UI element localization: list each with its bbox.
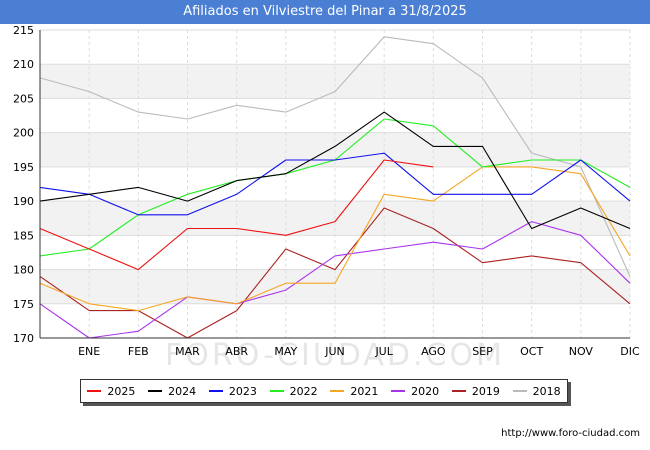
y-tick-label: 175 [13, 298, 34, 311]
watermark: FORO-CIUDAD.COM [165, 338, 505, 373]
x-tick-label: JUL [374, 345, 393, 358]
axes [39, 30, 630, 339]
plot-band [40, 64, 630, 99]
series-line-2023 [39, 152, 631, 216]
y-tick-label: 210 [13, 58, 34, 71]
legend-swatch [330, 390, 345, 392]
x-tick-label: OCT [520, 345, 543, 358]
legend-swatch [87, 390, 102, 392]
legend-item-2019: 2019 [451, 384, 500, 398]
x-tick-label: MAY [274, 345, 297, 358]
x-tick-labels: ENE FEB MAR ABR MAY JUN JUL AGO SEP OCT NOV DIC [78, 345, 640, 358]
x-tick-label: NOV [569, 345, 594, 358]
legend-label: 2019 [471, 384, 500, 398]
x-tick-label: MAR [175, 345, 200, 358]
y-tick-label: 185 [13, 229, 34, 242]
plot-background [40, 30, 630, 338]
legend: 2025 2024 2023 2022 2021 2020 2019 2018 [80, 379, 568, 403]
legend-swatch [148, 390, 163, 392]
series-line-2021 [39, 166, 631, 312]
legend-swatch [451, 390, 466, 392]
legend-label: 2025 [107, 384, 136, 398]
legend-item-2018: 2018 [512, 384, 561, 398]
legend-swatch [512, 390, 527, 392]
x-tick-label: ENE [78, 345, 100, 358]
legend-item-2024: 2024 [148, 385, 196, 398]
x-tick-label: ABR [225, 345, 248, 358]
chart-title: Afiliados en Vilviestre del Pinar a 31/8… [0, 0, 650, 24]
legend-item-2020: 2020 [391, 385, 439, 398]
legend-item-2022: 2022 [269, 384, 318, 398]
legend-item-2025: 2025 [87, 385, 135, 398]
legend-label: 2020 [411, 384, 440, 398]
y-tick-label: 195 [13, 161, 34, 174]
x-tick-label: FEB [128, 345, 149, 358]
legend-label: 2023 [228, 384, 257, 398]
legend-swatch [269, 390, 284, 392]
legend-item-2021: 2021 [330, 385, 378, 398]
y-tick-labels: 170 175 180 185 190 195 200 205 210 215 [13, 24, 34, 345]
plot-band [40, 132, 630, 167]
y-tick-label: 200 [13, 127, 34, 140]
footer-url[interactable]: http://www.foro-ciudad.com [501, 428, 640, 439]
y-tick-label: 205 [13, 92, 34, 105]
plot-band [40, 269, 630, 304]
legend-label: 2021 [350, 384, 379, 398]
y-tick-label: 215 [13, 24, 34, 37]
x-tick-label: DIC [620, 345, 640, 358]
series-line-2020 [39, 221, 631, 339]
legend-swatch [208, 390, 223, 392]
legend-swatch [391, 390, 406, 392]
y-tick-label: 180 [13, 264, 34, 277]
series-line-2025 [39, 159, 434, 271]
legend-label: 2022 [289, 384, 318, 398]
legend-label: 2018 [532, 384, 561, 398]
series-layer [39, 36, 631, 339]
x-tick-label: SEP [472, 345, 493, 358]
x-tick-label: AGO [421, 345, 446, 358]
legend-label: 2024 [168, 384, 197, 398]
y-tick-label: 170 [13, 332, 34, 345]
legend-item-2023: 2023 [208, 384, 257, 398]
series-line-2024 [39, 111, 631, 230]
x-tick-label: JUN [324, 345, 345, 358]
series-line-2018 [39, 36, 631, 277]
y-tick-label: 190 [13, 195, 34, 208]
